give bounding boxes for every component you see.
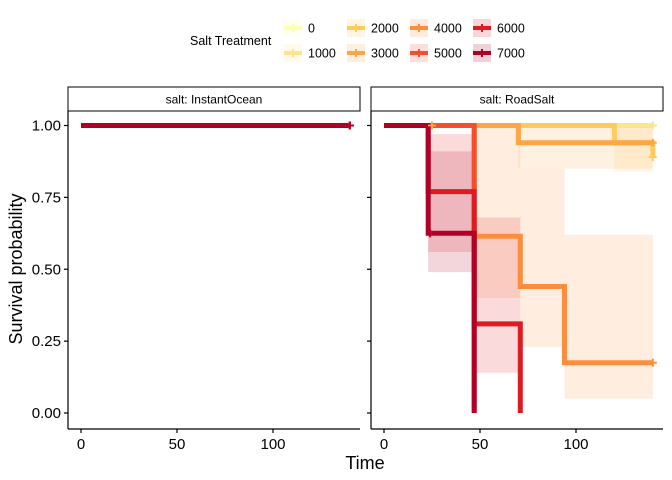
legend-label: 4000 [434, 22, 462, 36]
legend-title: Salt Treatment [190, 34, 272, 48]
censor-mark-7000 [345, 121, 354, 130]
censor-mark-7000 [426, 229, 435, 238]
ci-band-6000 [384, 125, 521, 413]
legend-item-5000: 5000 [410, 44, 462, 62]
ci-band-3000 [384, 125, 653, 169]
x-axis-title: Time [345, 453, 384, 473]
x-tick-label: 50 [472, 436, 489, 453]
legend-item-7000: 7000 [473, 44, 525, 62]
x-tick-label: 50 [169, 436, 186, 453]
strip-background [67, 86, 361, 112]
x-tick-label: 0 [77, 436, 85, 453]
censor-mark-3000 [428, 121, 436, 130]
legend-label: 6000 [497, 22, 525, 36]
legend-item-1000: 1000 [284, 44, 336, 62]
legend-item-3000: 3000 [347, 44, 399, 62]
axes: 0 50 100 0.00 0.25 0.50 0.75 1.00 0 50 100 [32, 111, 663, 453]
x-tick-label: 100 [260, 436, 285, 453]
legend-item-6000: 6000 [473, 19, 525, 37]
legend-item-0: 0 [284, 19, 315, 37]
y-axis-title: Survival probability [6, 193, 26, 344]
x-tick-label: 0 [380, 436, 388, 453]
y-tick-label: 0.25 [32, 333, 61, 350]
y-tick-label: 1.00 [32, 118, 61, 135]
y-tick-label: 0.75 [32, 189, 61, 206]
strip-label: salt: RoadSalt [480, 93, 555, 107]
censor-mark-1000 [648, 121, 657, 130]
strip-background [370, 86, 664, 112]
x-tick-label: 100 [563, 436, 588, 453]
legend-label: 2000 [371, 22, 399, 36]
legend-label: 7000 [497, 47, 525, 61]
facet-instantocean: salt: InstantOcean [67, 86, 361, 130]
y-tick-label: 0.50 [32, 261, 61, 278]
legend-label: 0 [308, 22, 315, 36]
facet-roadsalt: salt: RoadSalt [370, 86, 664, 413]
y-tick-label: 0.00 [32, 405, 61, 422]
legend-label: 1000 [308, 47, 336, 61]
strip-label: salt: InstantOcean [166, 93, 263, 107]
censor-mark-3000 [648, 138, 657, 147]
legend-label: 5000 [434, 47, 462, 61]
legend-item-2000: 2000 [347, 19, 399, 37]
censor-mark-4000 [648, 358, 657, 367]
censor-mark-2000 [648, 153, 657, 162]
legend-label: 3000 [371, 47, 399, 61]
legend-item-4000: 4000 [410, 19, 462, 37]
ci-band-2000 [384, 125, 653, 172]
ci-band-7000 [384, 125, 475, 413]
legend: Salt Treatment 0 1000 2000 3000 4000 5000 6000… [190, 19, 525, 62]
